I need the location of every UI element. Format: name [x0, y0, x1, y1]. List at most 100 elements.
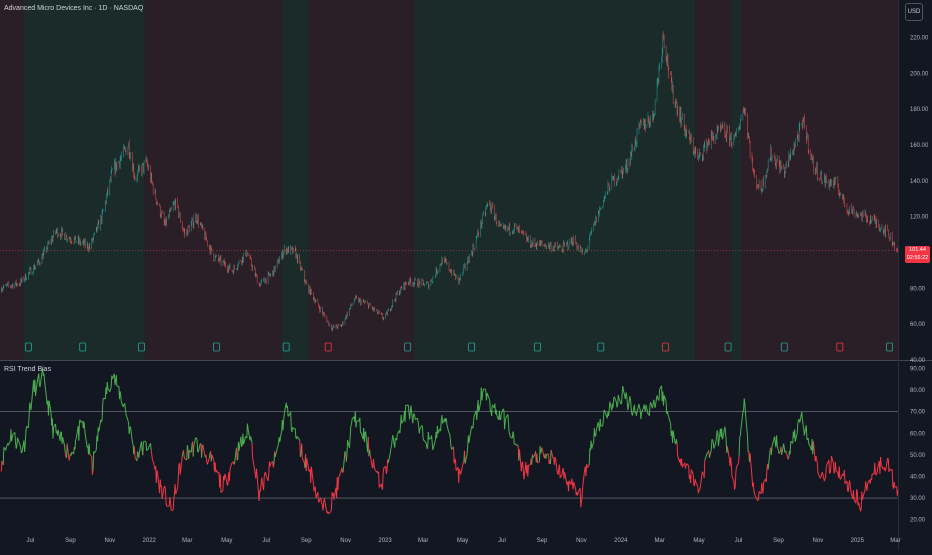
rsi-segment-down — [184, 457, 185, 459]
rsi-segment-up — [17, 438, 18, 447]
rsi-segment-up — [45, 381, 47, 398]
rsi-segment-up — [655, 395, 657, 407]
rsi-segment-down — [342, 468, 343, 473]
rsi-segment-up — [598, 422, 599, 426]
rsi-tick-label: 40.00 — [910, 474, 926, 480]
rsi-segment-up — [295, 428, 296, 438]
rsi-segment-up — [798, 419, 799, 423]
last-price-tag: 101.44 02:56:22 — [905, 246, 930, 263]
rsi-segment-down — [153, 461, 155, 470]
time-tick-label: May — [693, 538, 704, 544]
price-tick-label: 140.00 — [910, 179, 929, 185]
rsi-segment-down — [894, 482, 895, 487]
rsi-segment-up — [39, 374, 40, 386]
rsi-segment-down — [850, 480, 852, 495]
rsi-segment-up — [94, 450, 96, 453]
rsi-segment-down — [339, 473, 341, 478]
rsi-tick-label: 90.00 — [910, 366, 926, 372]
rsi-segment-down — [897, 490, 898, 496]
rsi-segment-up — [392, 440, 393, 447]
rsi-segment-up — [31, 388, 33, 410]
rsi-tick-label: 20.00 — [910, 518, 926, 524]
rsi-segment-up — [802, 419, 803, 425]
rsi-segment-down — [693, 474, 694, 485]
rsi-segment-down — [315, 487, 316, 498]
rsi-segment-up — [351, 419, 352, 425]
rsi-segment-up — [666, 401, 667, 414]
rsi-segment-down — [383, 468, 384, 474]
rsi-segment-down — [166, 503, 167, 506]
rsi-segment-down — [171, 503, 172, 510]
rsi-segment-up — [589, 449, 590, 465]
background-band-bull — [731, 0, 741, 360]
rsi-segment-up — [53, 427, 54, 439]
rsi-segment-down — [857, 492, 858, 506]
time-tick-label: 2023 — [378, 538, 392, 544]
rsi-segment-up — [745, 404, 746, 414]
rsi-segment-up — [25, 444, 26, 452]
rsi-segment-up — [707, 453, 708, 455]
background-band-bear — [695, 0, 731, 360]
rsi-segment-down — [762, 483, 763, 488]
rsi-segment-up — [36, 380, 38, 396]
rsi-segment-down — [459, 469, 460, 471]
rsi-segment-down — [173, 499, 174, 510]
rsi-segment-down — [331, 492, 332, 510]
rsi-segment-up — [716, 437, 717, 443]
rsi-segment-down — [134, 446, 135, 457]
price-tick-label: 220.00 — [910, 36, 929, 42]
rsi-segment-up — [413, 415, 414, 423]
rsi-segment-up — [465, 454, 467, 463]
rsi-segment-up — [469, 438, 470, 443]
rsi-segment-up — [350, 437, 351, 448]
rsi-segment-down — [731, 457, 732, 463]
rsi-segment-up — [797, 424, 798, 434]
background-band-bull — [23, 0, 144, 360]
rsi-segment-down — [569, 481, 570, 491]
rsi-segment-down — [69, 457, 70, 461]
rsi-segment-down — [859, 503, 861, 512]
rsi-segment-up — [25, 433, 26, 444]
rsi-segment-down — [227, 484, 228, 486]
rsi-segment-down — [92, 457, 93, 475]
rsi-segment-up — [139, 451, 140, 458]
rsi-segment-up — [470, 426, 472, 438]
rsi-segment-up — [441, 420, 442, 431]
rsi-segment-up — [473, 421, 474, 428]
rsi-segment-down — [578, 492, 579, 495]
rsi-segment-up — [28, 417, 29, 428]
rsi-segment-up — [198, 444, 200, 452]
rsi-segment-down — [555, 457, 556, 459]
rsi-segment-down — [320, 498, 322, 506]
rsi-segment-down — [835, 462, 836, 471]
rsi-segment-down — [338, 478, 339, 490]
rsi-segment-up — [60, 432, 61, 441]
rsi-segment-up — [103, 398, 104, 403]
rsi-segment-up — [101, 421, 102, 422]
rsi-segment-down — [735, 473, 736, 487]
rsi-tick-label: 30.00 — [910, 496, 926, 502]
currency-button[interactable]: USD — [905, 3, 923, 21]
rsi-segment-up — [803, 425, 804, 428]
rsi-segment-down — [825, 477, 826, 479]
rsi-segment-down — [236, 448, 237, 460]
rsi-segment-down — [386, 471, 387, 474]
rsi-segment-down — [170, 497, 171, 503]
rsi-segment-down — [824, 479, 825, 481]
rsi-segment-up — [426, 444, 427, 449]
price-tick-label: 160.00 — [910, 143, 929, 149]
rsi-segment-up — [514, 434, 515, 445]
rsi-segment-up — [673, 430, 675, 443]
rsi-segment-down — [572, 479, 573, 483]
rsi-tick-label: 70.00 — [910, 410, 926, 416]
rsi-segment-up — [277, 447, 278, 448]
rsi-segment-up — [356, 422, 357, 428]
rsi-segment-up — [187, 445, 188, 449]
rsi-segment-up — [663, 395, 664, 405]
rsi-segment-up — [485, 389, 486, 391]
rsi-segment-up — [241, 437, 242, 447]
rsi-segment-down — [461, 466, 463, 474]
rsi-tick-label: 50.00 — [910, 453, 926, 459]
